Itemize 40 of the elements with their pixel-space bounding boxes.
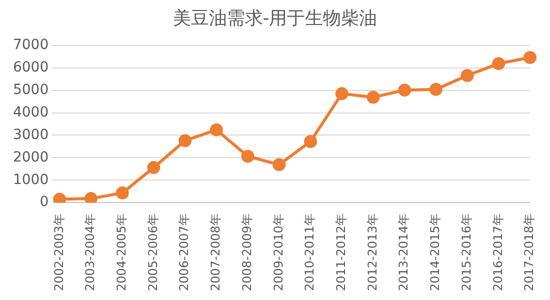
point [429, 82, 442, 96]
x-tick-label: 2007-2008年 [208, 214, 223, 292]
x-tick-label: 2014-2015年 [428, 214, 442, 292]
point [524, 51, 536, 64]
y-tick-label: 5000 [12, 82, 49, 98]
point [335, 87, 348, 100]
point [492, 57, 506, 70]
y-tick-label: 7000 [12, 37, 49, 54]
x-tick-label: 2005-2006年 [146, 214, 160, 292]
point [241, 150, 254, 163]
y-tick-label: 3000 [12, 126, 49, 143]
x-tick-label: 2002-2003年 [52, 214, 66, 292]
x-tick-label: 2015-2016年 [459, 214, 474, 292]
x-tick-label: 2017-2018年 [522, 214, 536, 292]
x-tick-label: 2003-2004年 [83, 214, 98, 292]
x-tick-label: 2013-2014年 [396, 214, 411, 292]
x-tick-label: 2012-2013年 [365, 214, 380, 292]
x-tick-label: 2016-2017年 [490, 214, 505, 292]
y-tick-label: 2000 [12, 149, 49, 166]
chart-title: 美豆油需求-用于生物柴油 [172, 7, 378, 30]
point [116, 186, 129, 200]
point [147, 161, 160, 174]
y-tick-label: 0 [40, 194, 49, 210]
point [272, 158, 286, 172]
point [84, 192, 98, 203]
x-tick-label: 2009-2010年 [271, 214, 286, 292]
x-tick-label: 2006-2007年 [177, 214, 192, 292]
point [366, 90, 380, 104]
point [210, 123, 223, 136]
point [304, 135, 317, 148]
y-tick-label: 6000 [12, 59, 49, 76]
x-tick-label: 2011-2012年 [334, 214, 348, 292]
x-tick-label: 2004-2005年 [114, 214, 128, 292]
point [460, 68, 474, 82]
x-tick-label: 2010-2011年 [302, 214, 317, 292]
y-tick-label: 4000 [12, 104, 49, 120]
y-tick-label: 1000 [12, 172, 49, 188]
x-tick-label: 2008-2009年 [240, 214, 254, 292]
point [398, 84, 412, 97]
point [178, 134, 192, 148]
